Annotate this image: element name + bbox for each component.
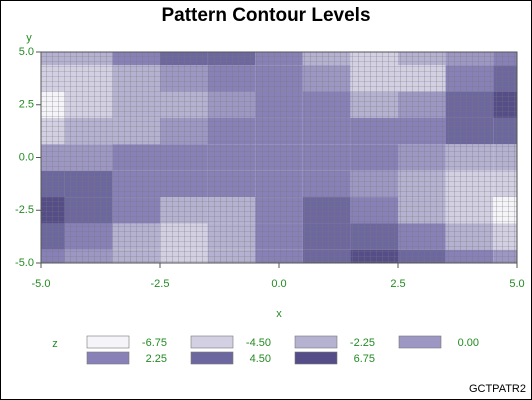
legend-swatch xyxy=(398,335,442,349)
contour-area xyxy=(41,52,517,263)
legend-label: -4.50 xyxy=(246,337,271,349)
legend-label: 4.50 xyxy=(250,353,271,365)
legend-swatch xyxy=(190,335,234,349)
footnote: GCTPATR2 xyxy=(469,383,526,395)
legend-label: 6.75 xyxy=(354,353,375,365)
legend-label: -2.25 xyxy=(350,337,375,349)
y-tick-label: 5.0 xyxy=(19,46,34,58)
y-tick-label: -5.0 xyxy=(15,257,34,269)
legend-title: z xyxy=(52,338,58,350)
legend-swatch xyxy=(86,335,130,349)
legend-swatch xyxy=(190,351,234,365)
x-axis-label: x xyxy=(276,308,282,320)
y-tick-label: 2.5 xyxy=(19,99,34,111)
legend-label: 0.00 xyxy=(458,337,479,349)
x-tick-label: 0.0 xyxy=(271,278,286,290)
y-tick-label: 0.0 xyxy=(19,151,34,163)
legend-swatch xyxy=(294,351,338,365)
y-axis-label: y xyxy=(26,32,32,44)
x-tick-label: -2.5 xyxy=(151,278,170,290)
x-tick-label: 5.0 xyxy=(509,278,524,290)
chart-title: Pattern Contour Levels xyxy=(161,5,370,26)
legend-label: -6.75 xyxy=(142,337,167,349)
legend-label: 2.25 xyxy=(146,353,167,365)
x-tick-label: -5.0 xyxy=(32,278,51,290)
legend-swatch xyxy=(294,335,338,349)
x-tick-label: 2.5 xyxy=(390,278,405,290)
cell-grid xyxy=(41,52,517,263)
legend-swatch xyxy=(86,351,130,365)
y-tick-label: -2.5 xyxy=(15,204,34,216)
